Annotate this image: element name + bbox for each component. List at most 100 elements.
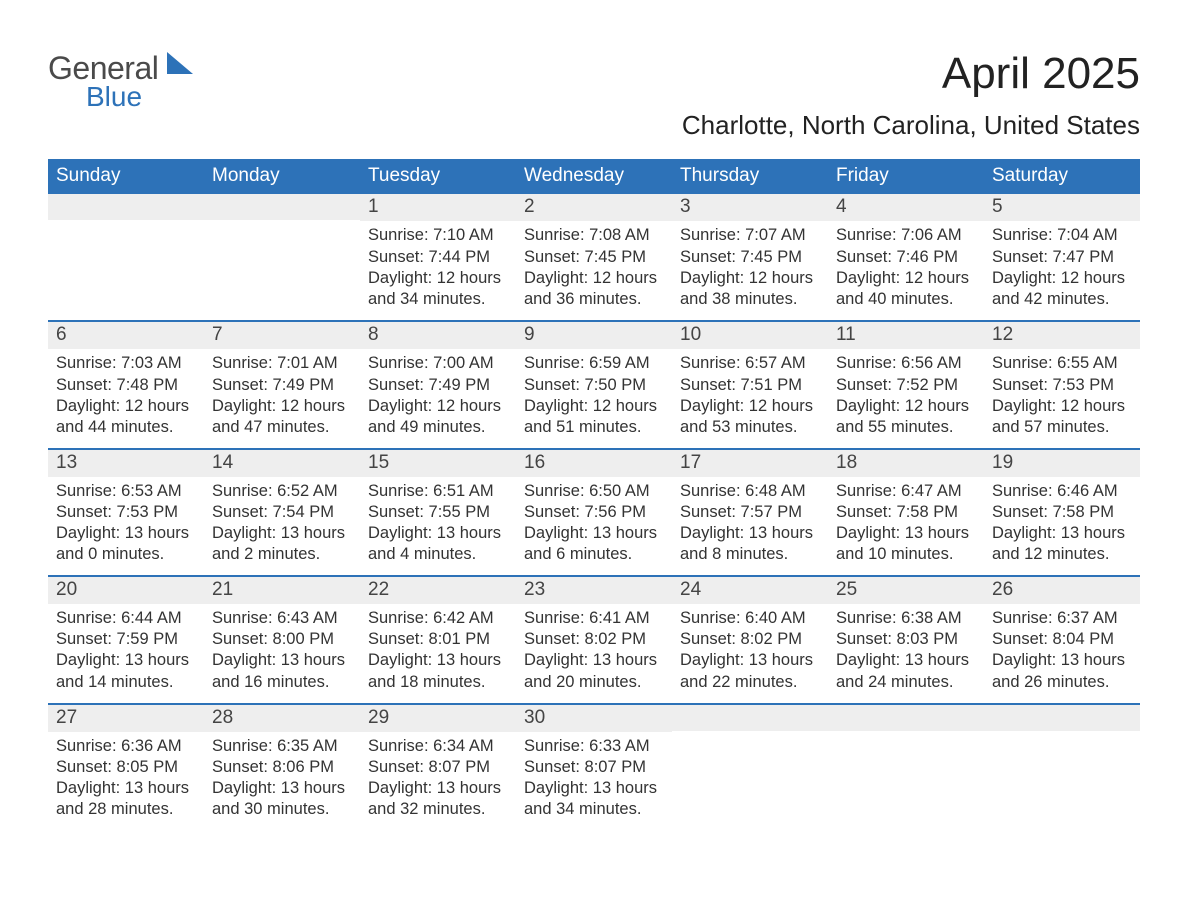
calendar-cell <box>204 194 360 320</box>
sunrise-line: Sunrise: 6:48 AM <box>680 481 820 502</box>
calendar-cell: 25Sunrise: 6:38 AMSunset: 8:03 PMDayligh… <box>828 577 984 702</box>
sunset-line: Sunset: 8:04 PM <box>992 629 1132 650</box>
day-details: Sunrise: 6:48 AMSunset: 7:57 PMDaylight:… <box>672 477 828 565</box>
dl1-line: Daylight: 13 hours <box>836 523 976 544</box>
day-details: Sunrise: 6:42 AMSunset: 8:01 PMDaylight:… <box>360 604 516 692</box>
day-number <box>48 194 204 220</box>
calendar-cell: 7Sunrise: 7:01 AMSunset: 7:49 PMDaylight… <box>204 322 360 447</box>
calendar-cell: 14Sunrise: 6:52 AMSunset: 7:54 PMDayligh… <box>204 450 360 575</box>
day-number: 20 <box>48 577 204 604</box>
sunrise-line: Sunrise: 6:53 AM <box>56 481 196 502</box>
dl1-line: Daylight: 12 hours <box>836 396 976 417</box>
calendar-cell: 26Sunrise: 6:37 AMSunset: 8:04 PMDayligh… <box>984 577 1140 702</box>
sunrise-line: Sunrise: 7:08 AM <box>524 225 664 246</box>
col-header-monday: Monday <box>204 159 360 194</box>
calendar-cell: 3Sunrise: 7:07 AMSunset: 7:45 PMDaylight… <box>672 194 828 320</box>
dl2-line: and 8 minutes. <box>680 544 820 565</box>
day-number: 27 <box>48 705 204 732</box>
day-details: Sunrise: 6:33 AMSunset: 8:07 PMDaylight:… <box>516 732 672 820</box>
sunset-line: Sunset: 7:48 PM <box>56 375 196 396</box>
sunrise-line: Sunrise: 6:36 AM <box>56 736 196 757</box>
calendar-cell <box>672 705 828 830</box>
dl1-line: Daylight: 12 hours <box>524 268 664 289</box>
sunset-line: Sunset: 7:45 PM <box>680 247 820 268</box>
sunrise-line: Sunrise: 6:41 AM <box>524 608 664 629</box>
dl1-line: Daylight: 12 hours <box>992 268 1132 289</box>
calendar-cell <box>984 705 1140 830</box>
dl2-line: and 42 minutes. <box>992 289 1132 310</box>
calendar-cell: 30Sunrise: 6:33 AMSunset: 8:07 PMDayligh… <box>516 705 672 830</box>
calendar-cell: 21Sunrise: 6:43 AMSunset: 8:00 PMDayligh… <box>204 577 360 702</box>
day-details: Sunrise: 7:01 AMSunset: 7:49 PMDaylight:… <box>204 349 360 437</box>
day-number: 10 <box>672 322 828 349</box>
sunrise-line: Sunrise: 6:47 AM <box>836 481 976 502</box>
calendar-cell: 22Sunrise: 6:42 AMSunset: 8:01 PMDayligh… <box>360 577 516 702</box>
dl1-line: Daylight: 13 hours <box>680 523 820 544</box>
dl1-line: Daylight: 13 hours <box>836 650 976 671</box>
calendar-week: 27Sunrise: 6:36 AMSunset: 8:05 PMDayligh… <box>48 703 1140 830</box>
dl2-line: and 57 minutes. <box>992 417 1132 438</box>
sunset-line: Sunset: 7:55 PM <box>368 502 508 523</box>
calendar-cell: 28Sunrise: 6:35 AMSunset: 8:06 PMDayligh… <box>204 705 360 830</box>
dl2-line: and 2 minutes. <box>212 544 352 565</box>
dl2-line: and 22 minutes. <box>680 672 820 693</box>
day-details: Sunrise: 7:08 AMSunset: 7:45 PMDaylight:… <box>516 221 672 309</box>
day-number: 25 <box>828 577 984 604</box>
calendar-cell: 12Sunrise: 6:55 AMSunset: 7:53 PMDayligh… <box>984 322 1140 447</box>
sunset-line: Sunset: 8:00 PM <box>212 629 352 650</box>
sunset-line: Sunset: 7:53 PM <box>992 375 1132 396</box>
dl2-line: and 20 minutes. <box>524 672 664 693</box>
dl1-line: Daylight: 13 hours <box>524 650 664 671</box>
sunset-line: Sunset: 7:47 PM <box>992 247 1132 268</box>
day-number: 16 <box>516 450 672 477</box>
calendar-cell: 17Sunrise: 6:48 AMSunset: 7:57 PMDayligh… <box>672 450 828 575</box>
sunrise-line: Sunrise: 6:57 AM <box>680 353 820 374</box>
sunrise-line: Sunrise: 7:10 AM <box>368 225 508 246</box>
col-header-sunday: Sunday <box>48 159 204 194</box>
day-details: Sunrise: 7:10 AMSunset: 7:44 PMDaylight:… <box>360 221 516 309</box>
dl2-line: and 51 minutes. <box>524 417 664 438</box>
day-details: Sunrise: 6:50 AMSunset: 7:56 PMDaylight:… <box>516 477 672 565</box>
sunset-line: Sunset: 8:02 PM <box>524 629 664 650</box>
dl1-line: Daylight: 12 hours <box>680 268 820 289</box>
calendar-cell: 27Sunrise: 6:36 AMSunset: 8:05 PMDayligh… <box>48 705 204 830</box>
dl2-line: and 16 minutes. <box>212 672 352 693</box>
day-number: 3 <box>672 194 828 221</box>
calendar-cell: 6Sunrise: 7:03 AMSunset: 7:48 PMDaylight… <box>48 322 204 447</box>
dl1-line: Daylight: 12 hours <box>368 268 508 289</box>
calendar-cell: 4Sunrise: 7:06 AMSunset: 7:46 PMDaylight… <box>828 194 984 320</box>
day-details: Sunrise: 6:37 AMSunset: 8:04 PMDaylight:… <box>984 604 1140 692</box>
dl2-line: and 28 minutes. <box>56 799 196 820</box>
day-number: 6 <box>48 322 204 349</box>
sunrise-line: Sunrise: 6:44 AM <box>56 608 196 629</box>
dl2-line: and 55 minutes. <box>836 417 976 438</box>
sunrise-line: Sunrise: 6:33 AM <box>524 736 664 757</box>
dl1-line: Daylight: 13 hours <box>368 523 508 544</box>
dl2-line: and 53 minutes. <box>680 417 820 438</box>
dl2-line: and 0 minutes. <box>56 544 196 565</box>
calendar-cell: 15Sunrise: 6:51 AMSunset: 7:55 PMDayligh… <box>360 450 516 575</box>
sunset-line: Sunset: 7:52 PM <box>836 375 976 396</box>
sunrise-line: Sunrise: 6:46 AM <box>992 481 1132 502</box>
sunset-line: Sunset: 7:53 PM <box>56 502 196 523</box>
col-header-friday: Friday <box>828 159 984 194</box>
calendar-cell: 23Sunrise: 6:41 AMSunset: 8:02 PMDayligh… <box>516 577 672 702</box>
sail-icon <box>165 50 195 81</box>
day-details: Sunrise: 7:03 AMSunset: 7:48 PMDaylight:… <box>48 349 204 437</box>
calendar-cell: 10Sunrise: 6:57 AMSunset: 7:51 PMDayligh… <box>672 322 828 447</box>
sunrise-line: Sunrise: 7:01 AM <box>212 353 352 374</box>
day-number: 19 <box>984 450 1140 477</box>
day-number <box>828 705 984 731</box>
day-details: Sunrise: 6:43 AMSunset: 8:00 PMDaylight:… <box>204 604 360 692</box>
sunset-line: Sunset: 7:56 PM <box>524 502 664 523</box>
day-details: Sunrise: 6:56 AMSunset: 7:52 PMDaylight:… <box>828 349 984 437</box>
sunset-line: Sunset: 7:59 PM <box>56 629 196 650</box>
col-header-thursday: Thursday <box>672 159 828 194</box>
sunset-line: Sunset: 7:49 PM <box>212 375 352 396</box>
sunset-line: Sunset: 7:45 PM <box>524 247 664 268</box>
sunrise-line: Sunrise: 6:38 AM <box>836 608 976 629</box>
dl1-line: Daylight: 13 hours <box>524 523 664 544</box>
sunset-line: Sunset: 8:01 PM <box>368 629 508 650</box>
sunset-line: Sunset: 7:49 PM <box>368 375 508 396</box>
dl1-line: Daylight: 13 hours <box>680 650 820 671</box>
